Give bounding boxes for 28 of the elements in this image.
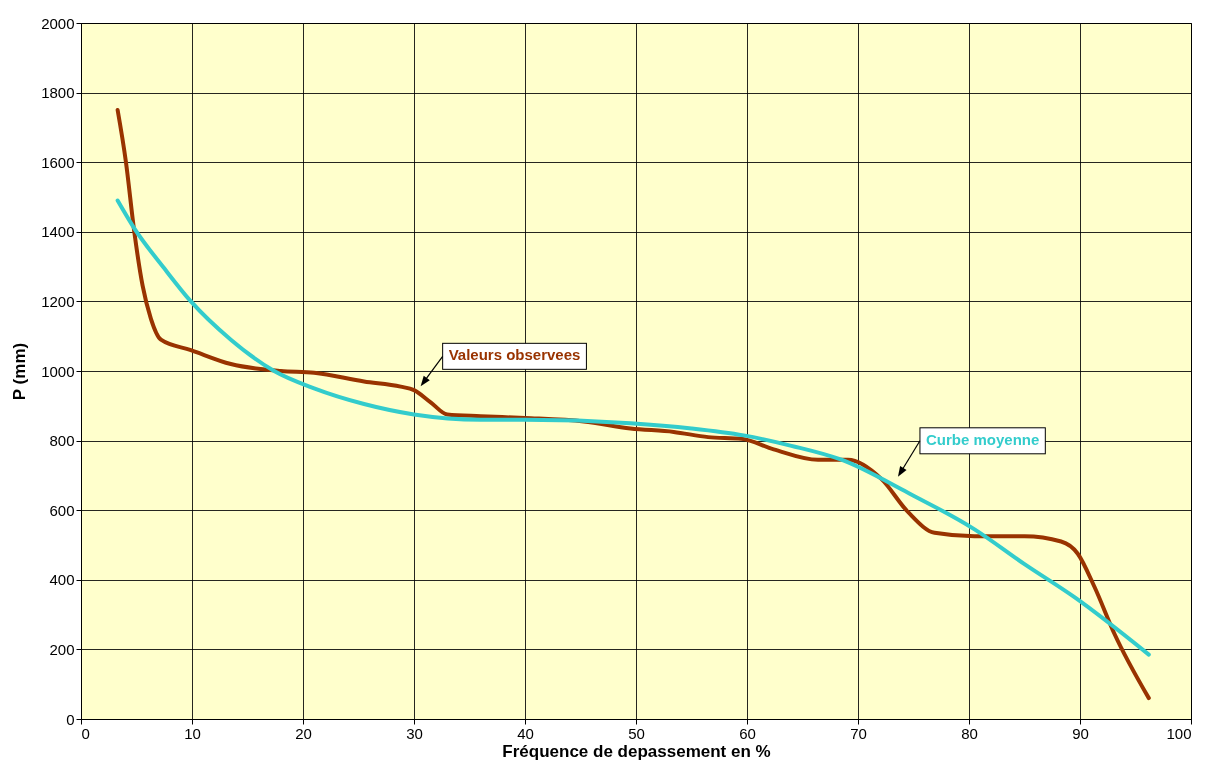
x-tick-label: 50	[628, 724, 645, 742]
x-tick-label: 10	[184, 724, 201, 742]
x-tick-label: 80	[961, 724, 978, 742]
y-tick-label: 1800	[41, 84, 75, 102]
line-series	[115, 198, 1151, 657]
y-tick-label: 1200	[41, 292, 75, 310]
x-tick-label: 40	[517, 724, 534, 742]
y-tick-label: 800	[49, 432, 75, 450]
callout-box: Curbe moyenne	[919, 427, 1046, 455]
x-tick-label: 90	[1072, 724, 1089, 742]
y-tick-label: 1600	[41, 153, 75, 171]
x-tick-label: 0	[81, 724, 90, 742]
x-tick-label: 20	[295, 724, 312, 742]
line-series	[115, 108, 1151, 701]
x-axis-title: Fréquence de depassement en %	[502, 741, 771, 761]
x-tick-label: 60	[739, 724, 756, 742]
y-tick-label: 1000	[41, 362, 75, 380]
x-tick-label: 30	[406, 724, 423, 742]
y-tick-label: 0	[66, 710, 75, 728]
y-tick-label: 2000	[41, 14, 75, 32]
y-tick-label: 1400	[41, 223, 75, 241]
x-tick-label: 100	[1166, 724, 1192, 742]
x-tick-label: 70	[850, 724, 867, 742]
y-axis-title: P (mm)	[10, 342, 30, 401]
y-tick-label: 400	[49, 571, 75, 589]
y-tick-label: 600	[49, 501, 75, 519]
y-tick-label: 200	[49, 640, 75, 658]
callout-box: Valeurs observees	[442, 342, 587, 370]
